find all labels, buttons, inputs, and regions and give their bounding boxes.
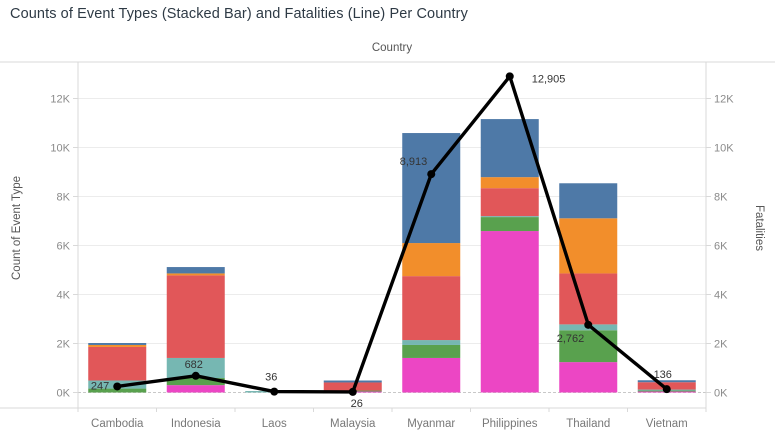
left-tick-label-6K: 6K bbox=[57, 241, 71, 253]
category-label-thailand: Thailand bbox=[566, 418, 610, 430]
category-label-philippines: Philippines bbox=[482, 418, 538, 430]
left-tick-label-2K: 2K bbox=[57, 339, 71, 351]
bar-segment-indonesia-orange-segment[interactable] bbox=[166, 273, 225, 276]
fatalities-line bbox=[115, 74, 669, 394]
line-value-label-malaysia: 26 bbox=[351, 398, 363, 410]
right-tick-label-4K: 4K bbox=[714, 290, 728, 302]
bar-segment-indonesia-red-segment[interactable] bbox=[166, 275, 225, 358]
category-label-myanmar: Myanmar bbox=[407, 418, 455, 430]
category-label-malaysia: Malaysia bbox=[330, 418, 376, 430]
line-point-myanmar[interactable] bbox=[427, 170, 436, 179]
left-tick-label-8K: 8K bbox=[57, 192, 71, 204]
bar-segment-indonesia-green-segment[interactable] bbox=[166, 378, 225, 386]
line-value-label-philippines: 12,905 bbox=[532, 73, 566, 85]
bar-segment-cambodia-red-segment[interactable] bbox=[88, 346, 147, 381]
right-tick-label-8K: 8K bbox=[714, 192, 728, 204]
right-tick-label-6K: 6K bbox=[714, 241, 728, 253]
line-value-label-myanmar: 8,913 bbox=[400, 156, 428, 168]
line-value-label-thailand: 2,762 bbox=[557, 333, 585, 345]
bar-segment-myanmar-orange-segment[interactable] bbox=[402, 243, 461, 277]
bar-segment-thailand-red-segment[interactable] bbox=[559, 273, 618, 325]
bar-segment-malaysia-red-segment[interactable] bbox=[323, 382, 382, 391]
left-tick-label-0K: 0K bbox=[57, 388, 71, 400]
chart-title: Counts of Event Types (Stacked Bar) and … bbox=[10, 6, 468, 22]
line-value-label-laos: 36 bbox=[265, 372, 277, 384]
bar-segment-myanmar-green-segment[interactable] bbox=[402, 344, 461, 358]
bar-segment-cambodia-blue-segment[interactable] bbox=[88, 343, 147, 345]
bar-segment-indonesia-blue-segment[interactable] bbox=[166, 267, 225, 274]
top-axis-title: Country bbox=[371, 42, 413, 54]
bar-segment-philippines-blue-segment[interactable] bbox=[480, 119, 539, 178]
bar-segment-philippines-magenta-segment[interactable] bbox=[480, 231, 539, 393]
category-label-indonesia: Indonesia bbox=[171, 418, 221, 430]
bar-segment-myanmar-magenta-segment[interactable] bbox=[402, 357, 461, 393]
right-tick-label-0K: 0K bbox=[714, 388, 728, 400]
category-label-vietnam: Vietnam bbox=[646, 418, 688, 430]
bar-segment-philippines-red-segment[interactable] bbox=[480, 188, 539, 217]
line-point-indonesia[interactable] bbox=[191, 371, 200, 380]
bar-segment-thailand-green-segment[interactable] bbox=[559, 330, 618, 363]
category-label-cambodia: Cambodia bbox=[91, 418, 144, 430]
line-point-philippines[interactable] bbox=[505, 72, 514, 81]
bar-segment-philippines-green-segment[interactable] bbox=[480, 217, 539, 232]
line-point-vietnam[interactable] bbox=[662, 385, 671, 394]
line-value-label-indonesia: 682 bbox=[185, 359, 203, 371]
line-value-label-cambodia: 247 bbox=[91, 380, 109, 392]
bar-segment-malaysia-blue-segment[interactable] bbox=[323, 380, 382, 383]
bar-segment-cambodia-green-segment[interactable] bbox=[88, 388, 147, 393]
line-point-malaysia[interactable] bbox=[348, 387, 357, 396]
bar-segment-thailand-magenta-segment[interactable] bbox=[559, 362, 618, 393]
left-tick-label-4K: 4K bbox=[57, 290, 71, 302]
left-tick-label-12K: 12K bbox=[50, 94, 70, 106]
bar-segment-cambodia-orange-segment[interactable] bbox=[88, 344, 147, 347]
line-value-label-vietnam: 136 bbox=[654, 369, 672, 381]
bar-segment-philippines-orange-segment[interactable] bbox=[480, 177, 539, 189]
bar-segment-thailand-blue-segment[interactable] bbox=[559, 183, 618, 219]
line-point-thailand[interactable] bbox=[584, 320, 593, 329]
bar-segment-indonesia-magenta-segment[interactable] bbox=[166, 385, 225, 393]
bar-segment-myanmar-red-segment[interactable] bbox=[402, 276, 461, 341]
bar-segment-philippines-teal-segment[interactable] bbox=[480, 216, 539, 218]
line-point-laos[interactable] bbox=[270, 387, 279, 396]
line-point-cambodia[interactable] bbox=[113, 382, 122, 391]
right-tick-label-2K: 2K bbox=[714, 339, 728, 351]
bar-segment-indonesia-teal-segment[interactable] bbox=[166, 357, 225, 379]
right-tick-label-12K: 12K bbox=[714, 94, 734, 106]
left-tick-label-10K: 10K bbox=[50, 143, 70, 155]
category-label-laos: Laos bbox=[262, 418, 287, 430]
right-tick-label-10K: 10K bbox=[714, 143, 734, 155]
bar-segment-myanmar-teal-segment[interactable] bbox=[402, 340, 461, 345]
bar-segment-vietnam-blue-segment[interactable] bbox=[637, 380, 696, 383]
